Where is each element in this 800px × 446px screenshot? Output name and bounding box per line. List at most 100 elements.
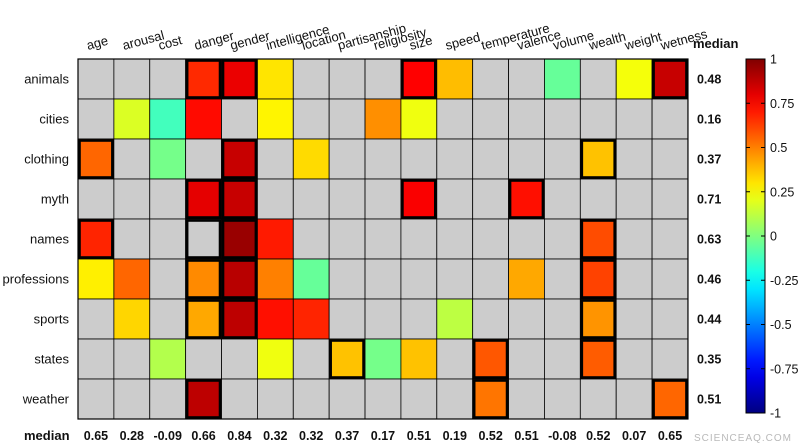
highlight-names-danger [185,219,222,259]
cell-clothing-volume [544,138,581,180]
row-label-cities: cities [39,112,69,127]
cell-states-wealth [579,338,617,380]
cell-clothing-intelligence [256,138,294,180]
cell-myth-age [77,178,115,220]
cell-names-wealth [579,218,617,260]
cell-cities-temperature [472,98,509,140]
cell-states-age [77,338,115,380]
column-median-danger: 0.66 [191,429,215,443]
cell-myth-speed [436,178,474,220]
highlight-states-wealth [580,339,617,379]
cell-weather-cost [149,378,187,420]
cell-states-wetness [651,338,689,380]
cell-myth-location [292,178,330,220]
row-median-names: 0.63 [697,233,721,247]
cell-weather-gender [221,378,258,420]
cell-animals-age [77,58,115,100]
colorbar-tick-label-1: 0.75 [770,97,794,111]
cell-animals-gender [221,58,258,100]
cell-cities-gender [221,98,258,140]
cell-animals-religiosity [364,58,402,100]
highlight-animals-gender [221,59,258,99]
cell-professions-location [292,258,330,300]
highlight-sports-wealth [580,299,617,339]
cell-names-size [400,218,438,260]
cell-clothing-speed [436,138,474,180]
cell-clothing-danger [185,138,222,180]
cell-professions-danger [185,258,222,300]
cell-weather-volume [544,378,581,420]
cell-names-cost [149,218,187,260]
highlight-professions-gender [221,259,258,299]
row-median-animals: 0.48 [697,73,721,87]
column-median-temperature: 0.52 [478,429,502,443]
cell-sports-weight [615,298,653,340]
highlight-animals-size [401,59,437,99]
cell-myth-valence [508,178,545,220]
cell-states-weight [615,338,653,380]
cell-cities-valence [508,98,545,140]
cell-professions-temperature [472,258,509,300]
cell-states-partisanship [328,338,366,380]
cell-professions-wetness [651,258,689,300]
cell-names-valence [508,218,545,260]
cell-myth-intelligence [256,178,294,220]
cell-cities-location [292,98,330,140]
cell-states-size [400,338,438,380]
cell-clothing-partisanship [328,138,366,180]
highlight-clothing-wealth [580,139,617,179]
cell-states-gender [221,338,258,380]
column-median-wetness: 0.65 [658,429,682,443]
cell-states-religiosity [364,338,402,380]
cell-clothing-location [292,138,330,180]
heatmap-cells [77,58,689,420]
row-label-sports: sports [34,312,70,327]
highlight-animals-wetness [652,59,688,99]
column-label-size: size [408,32,434,52]
cell-weather-intelligence [256,378,294,420]
cell-weather-partisanship [328,378,366,420]
cell-names-location [292,218,330,260]
cell-animals-weight [615,58,653,100]
cell-states-location [292,338,330,380]
cell-professions-cost [149,258,187,300]
cell-animals-valence [508,58,545,100]
cell-states-speed [436,338,474,380]
cell-myth-religiosity [364,178,402,220]
cell-weather-arousal [113,378,151,420]
cell-names-age [77,218,115,260]
cell-myth-wealth [579,178,617,220]
column-median-intelligence: 0.32 [263,429,287,443]
cell-names-temperature [472,218,509,260]
cell-clothing-size [400,138,438,180]
cell-clothing-wealth [579,138,617,180]
cell-states-danger [185,338,222,380]
cell-animals-size [400,58,438,100]
column-label-age: age [85,33,110,53]
cell-sports-temperature [472,298,509,340]
cell-sports-religiosity [364,298,402,340]
cell-names-volume [544,218,581,260]
cell-sports-valence [508,298,545,340]
cell-weather-wetness [651,378,689,420]
column-median-gender: 0.84 [227,429,251,443]
cell-names-speed [436,218,474,260]
cell-clothing-weight [615,138,653,180]
cell-names-partisanship [328,218,366,260]
cell-professions-gender [221,258,258,300]
cell-myth-weight [615,178,653,220]
cell-professions-size [400,258,438,300]
row-median-sports: 0.44 [697,313,721,327]
cell-states-arousal [113,338,151,380]
column-label-cost: cost [157,32,184,53]
cell-animals-wealth [579,58,617,100]
cell-cities-cost [149,98,187,140]
column-median-weight: 0.07 [622,429,646,443]
row-median-clothing: 0.37 [697,153,721,167]
column-label-weight: weight [622,29,664,54]
cell-cities-arousal [113,98,151,140]
cell-cities-danger [185,98,222,140]
cell-sports-speed [436,298,474,340]
